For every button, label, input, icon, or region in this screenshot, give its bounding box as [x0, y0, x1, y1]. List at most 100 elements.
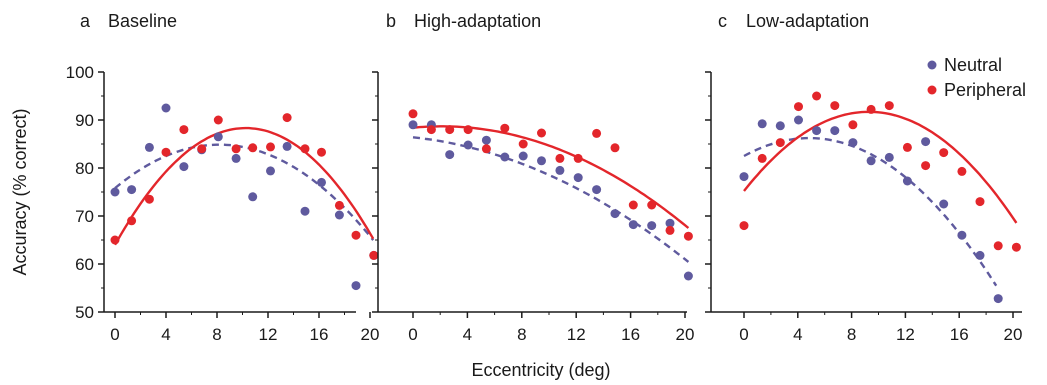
x-tick-label: 8: [847, 325, 856, 344]
data-point-peripheral: [794, 102, 803, 112]
data-point-peripheral: [739, 221, 749, 231]
panel-title: High-adaptation: [414, 11, 541, 31]
data-point-neutral: [266, 166, 275, 176]
data-point-neutral: [902, 176, 912, 186]
data-point-neutral: [921, 137, 931, 147]
y-tick-label: 100: [66, 63, 94, 82]
x-tick-label: 12: [896, 325, 915, 344]
data-point-peripheral: [957, 166, 967, 176]
panel-b: b High-adaptation 0 4 8 12 16 20: [372, 11, 694, 344]
data-point-peripheral: [463, 125, 473, 135]
data-point-peripheral: [282, 113, 292, 123]
data-point-peripheral: [317, 147, 326, 157]
data-point-peripheral: [144, 194, 154, 204]
x-tick-label: 20: [361, 325, 380, 344]
fit-line-neutral: [114, 143, 375, 241]
fit-line-peripheral: [412, 125, 690, 229]
x-tick-label: 20: [1004, 325, 1023, 344]
data-point-peripheral: [975, 197, 985, 207]
legend-marker-neutral: [927, 60, 937, 70]
data-point-peripheral: [939, 148, 949, 158]
data-point-peripheral: [248, 143, 258, 153]
data-point-neutral: [592, 185, 602, 195]
data-point-peripheral: [1011, 242, 1021, 252]
data-point-neutral: [830, 126, 840, 136]
data-point-peripheral: [179, 125, 189, 135]
data-point-peripheral: [592, 128, 602, 138]
data-point-neutral: [866, 156, 876, 166]
data-point-neutral: [775, 121, 785, 131]
data-point-neutral: [127, 185, 137, 195]
y-tick-label: 90: [75, 111, 94, 130]
data-point-peripheral: [921, 161, 931, 171]
data-point-peripheral: [351, 230, 361, 240]
data-point-neutral: [213, 132, 223, 142]
data-point-peripheral: [628, 200, 638, 210]
x-tick-label: 12: [259, 325, 278, 344]
data-point-peripheral: [231, 144, 241, 154]
data-point-neutral: [975, 250, 985, 260]
y-tick-label: 80: [75, 159, 94, 178]
data-point-peripheral: [408, 109, 418, 119]
data-point-peripheral: [775, 138, 785, 148]
data-point-peripheral: [555, 153, 565, 163]
data-point-peripheral: [369, 250, 379, 260]
data-point-neutral: [848, 138, 858, 148]
data-point-neutral: [555, 165, 565, 175]
data-point-peripheral: [537, 128, 546, 138]
data-point-neutral: [518, 151, 528, 161]
data-point-neutral: [300, 206, 310, 216]
data-point-neutral: [317, 177, 326, 187]
data-point-neutral: [794, 115, 803, 125]
data-point-peripheral: [445, 125, 455, 135]
y-tick-label: 50: [75, 303, 94, 322]
data-point-peripheral: [213, 115, 223, 125]
data-point-peripheral: [757, 153, 767, 163]
data-point-peripheral: [426, 125, 436, 135]
data-point-peripheral: [683, 231, 693, 241]
data-point-peripheral: [610, 143, 620, 153]
data-point-peripheral: [902, 142, 912, 152]
data-point-neutral: [500, 152, 510, 162]
data-point-peripheral: [266, 142, 275, 152]
panel-letter: c: [718, 11, 727, 31]
legend-label-neutral: Neutral: [944, 55, 1002, 75]
fit-line-peripheral: [743, 110, 1018, 224]
data-point-peripheral: [481, 144, 491, 154]
y-tick-label: 70: [75, 207, 94, 226]
panel-title: Low-adaptation: [746, 11, 869, 31]
x-tick-label: 0: [408, 325, 417, 344]
data-point-neutral: [628, 220, 638, 230]
data-point-neutral: [957, 230, 967, 240]
data-point-neutral: [610, 209, 620, 219]
data-point-peripheral: [518, 139, 528, 149]
x-tick-label: 4: [793, 325, 802, 344]
data-point-neutral: [939, 199, 949, 209]
data-point-peripheral: [665, 225, 675, 235]
data-point-neutral: [110, 187, 120, 197]
x-tick-label: 4: [463, 325, 472, 344]
data-point-neutral: [248, 192, 258, 202]
data-point-neutral: [179, 162, 189, 172]
data-point-peripheral: [500, 123, 510, 133]
data-point-peripheral: [866, 104, 876, 114]
data-point-peripheral: [848, 120, 858, 130]
x-tick-label: 4: [161, 325, 170, 344]
data-point-peripheral: [884, 101, 894, 111]
data-point-neutral: [282, 141, 292, 151]
data-point-peripheral: [127, 216, 137, 226]
fit-line-neutral: [412, 136, 690, 263]
data-point-neutral: [665, 218, 675, 228]
data-point-peripheral: [993, 241, 1003, 251]
data-point-neutral: [463, 140, 473, 150]
data-point-neutral: [812, 126, 822, 136]
panel-letter: b: [386, 11, 396, 31]
data-point-neutral: [351, 281, 361, 291]
data-point-neutral: [739, 172, 749, 182]
fit-line-peripheral: [113, 126, 375, 246]
legend-label-peripheral: Peripheral: [944, 80, 1026, 100]
data-point-neutral: [993, 294, 1003, 304]
data-point-peripheral: [161, 147, 171, 157]
legend-marker-peripheral: [927, 85, 937, 95]
